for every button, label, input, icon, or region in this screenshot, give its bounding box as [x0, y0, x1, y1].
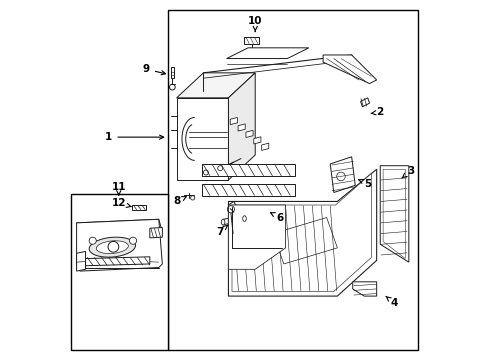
Polygon shape: [245, 130, 253, 138]
Text: 5: 5: [358, 179, 370, 189]
Text: 7: 7: [215, 225, 228, 237]
Text: 8: 8: [173, 197, 186, 206]
Polygon shape: [228, 169, 376, 296]
Bar: [71, 194, 167, 350]
Polygon shape: [382, 169, 405, 258]
Circle shape: [108, 242, 119, 252]
Polygon shape: [329, 157, 354, 193]
Polygon shape: [360, 98, 369, 107]
Polygon shape: [380, 166, 408, 262]
Circle shape: [129, 237, 136, 244]
Text: 11: 11: [111, 182, 126, 195]
Text: 1: 1: [105, 132, 163, 142]
Polygon shape: [176, 98, 228, 180]
Polygon shape: [231, 174, 370, 292]
Polygon shape: [323, 55, 376, 84]
Polygon shape: [230, 117, 237, 125]
Polygon shape: [223, 216, 244, 225]
Polygon shape: [244, 37, 258, 44]
Ellipse shape: [242, 216, 246, 221]
Polygon shape: [201, 164, 294, 176]
Polygon shape: [238, 124, 244, 131]
Text: 10: 10: [247, 16, 262, 32]
Circle shape: [89, 237, 96, 244]
Text: 4: 4: [385, 296, 397, 308]
Ellipse shape: [96, 241, 128, 253]
Polygon shape: [77, 219, 162, 271]
Text: 12: 12: [111, 198, 131, 208]
Text: 2: 2: [370, 107, 383, 117]
Polygon shape: [272, 217, 337, 264]
Polygon shape: [226, 48, 308, 59]
Polygon shape: [132, 205, 146, 210]
Polygon shape: [352, 282, 376, 296]
Polygon shape: [77, 219, 162, 235]
Polygon shape: [77, 235, 80, 253]
Polygon shape: [228, 205, 285, 269]
Polygon shape: [77, 251, 85, 271]
Text: 6: 6: [270, 212, 283, 222]
Polygon shape: [228, 73, 255, 180]
Polygon shape: [201, 184, 294, 196]
Bar: [167, 10, 417, 350]
Text: 9: 9: [142, 64, 165, 75]
Polygon shape: [261, 143, 268, 150]
Polygon shape: [253, 137, 261, 144]
Polygon shape: [85, 257, 149, 266]
Polygon shape: [170, 67, 174, 78]
Polygon shape: [176, 73, 255, 98]
Polygon shape: [149, 228, 162, 238]
Text: 3: 3: [401, 166, 413, 178]
Ellipse shape: [221, 219, 224, 225]
Ellipse shape: [89, 237, 135, 257]
